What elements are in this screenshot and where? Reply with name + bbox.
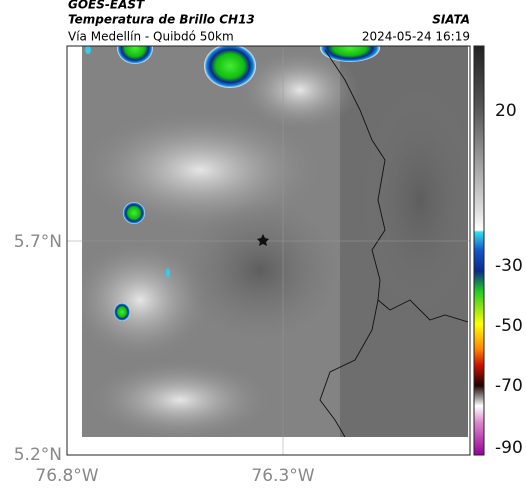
colorbar-tick-label: 20 <box>495 101 517 121</box>
map-frame <box>66 45 471 456</box>
lat-label: 5.7°N <box>14 232 62 252</box>
colorbar <box>473 45 485 456</box>
satellite-image <box>82 46 468 437</box>
colorbar-tick-label: -30 <box>495 256 523 276</box>
title: GOES-EAST <box>68 0 145 12</box>
location-marker <box>257 234 269 246</box>
lon-label: 76.3°W <box>251 466 314 486</box>
lon-label: 76.8°W <box>35 466 98 486</box>
route: Vía Medellín - Quibdó 50km <box>68 30 234 44</box>
colorbar-tick-label: -90 <box>495 438 523 458</box>
source: SIATA <box>432 13 470 27</box>
colorbar-tick-label: -70 <box>495 376 523 396</box>
datetime: 2024-05-24 16:19 <box>362 30 470 44</box>
subtitle: Temperatura de Brillo CH13 <box>68 13 255 27</box>
lat-label: 5.2°N <box>14 445 62 465</box>
colorbar-tick-label: -50 <box>495 316 523 336</box>
